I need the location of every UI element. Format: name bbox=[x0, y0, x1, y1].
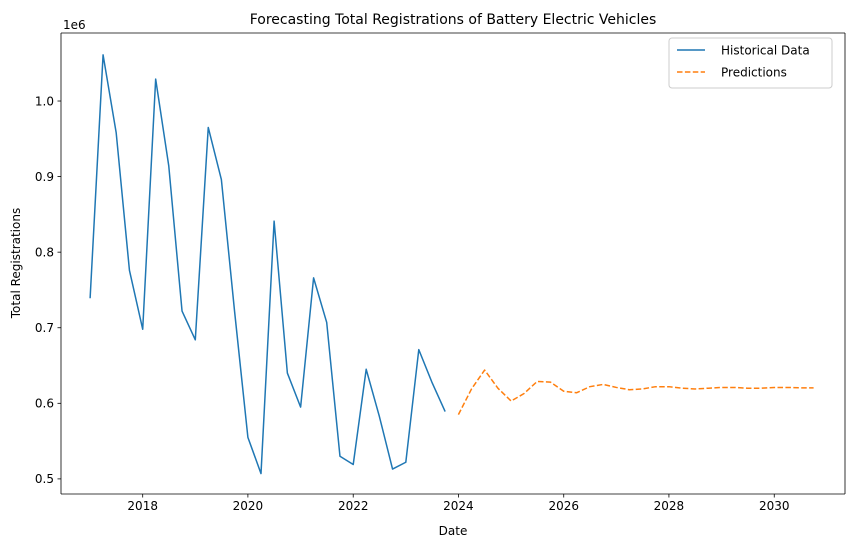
y-tick-label: 0.8 bbox=[35, 245, 54, 259]
series-line-historical bbox=[89, 54, 446, 475]
y-offset-label: 1e6 bbox=[63, 18, 86, 32]
x-tick-label: 2026 bbox=[548, 499, 579, 513]
chart-title: Forecasting Total Registrations of Batte… bbox=[250, 12, 657, 28]
plot-frame bbox=[60, 32, 846, 495]
x-tick-label: 2022 bbox=[338, 499, 369, 513]
y-tick-label: 1.0 bbox=[35, 94, 54, 108]
x-axis-ticks: 2018 2020 2022 2024 2026 2028 2030 bbox=[127, 494, 790, 513]
y-tick-label: 0.6 bbox=[35, 397, 54, 411]
y-tick-label: 0.7 bbox=[35, 321, 54, 335]
series-line-predictions bbox=[457, 369, 814, 415]
x-tick-label: 2030 bbox=[759, 499, 790, 513]
series-layer bbox=[89, 54, 814, 475]
legend-box bbox=[668, 37, 833, 89]
legend-label-predictions: Predictions bbox=[721, 66, 787, 80]
legend-label-historical: Historical Data bbox=[721, 44, 810, 58]
y-tick-label: 0.9 bbox=[35, 170, 54, 184]
plot-area bbox=[61, 33, 845, 494]
x-tick-label: 2020 bbox=[233, 499, 264, 513]
x-tick-label: 2028 bbox=[654, 499, 685, 513]
x-tick-label: 2024 bbox=[443, 499, 474, 513]
y-axis-label: Total Registrations bbox=[9, 208, 23, 319]
legend: Historical Data Predictions bbox=[668, 37, 833, 89]
x-tick-label: 2018 bbox=[127, 499, 158, 513]
y-tick-label: 0.5 bbox=[35, 472, 54, 486]
x-axis-label: Date bbox=[439, 524, 468, 538]
y-axis-ticks: 0.5 0.6 0.7 0.8 0.9 1.0 bbox=[35, 94, 61, 486]
